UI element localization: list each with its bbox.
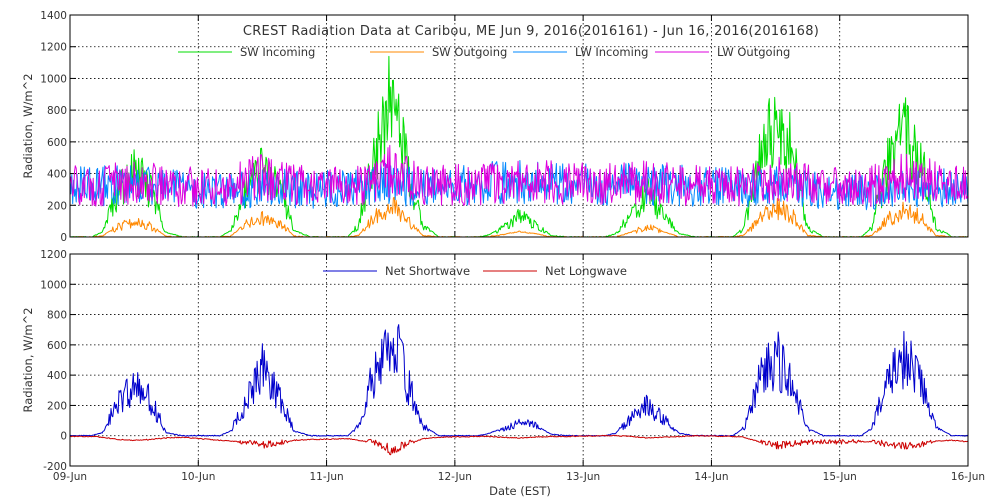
y-tick-label: 0	[60, 431, 67, 443]
x-tick-label: 11-Jun	[310, 471, 344, 483]
y-tick-label: 1200	[40, 42, 67, 54]
legend-label: LW Incoming	[575, 45, 648, 59]
legend-label: Net Shortwave	[385, 264, 470, 278]
chart-title: CREST Radiation Data at Caribou, ME Jun …	[243, 24, 819, 39]
y-tick-label: 800	[47, 310, 67, 322]
series-line-net-shortwave	[70, 324, 968, 437]
y-tick-label: 600	[47, 137, 67, 149]
y-tick-label: 1000	[40, 73, 67, 85]
x-tick-label: 15-Jun	[823, 471, 857, 483]
x-axis-label: Date (EST)	[489, 484, 551, 498]
x-tick-label: 09-Jun	[53, 471, 87, 483]
x-tick-label: 16-Jun	[951, 471, 985, 483]
legend-label: Net Longwave	[545, 264, 627, 278]
x-tick-label: 13-Jun	[566, 471, 600, 483]
y-axis-label: Radiation, W/m^2	[21, 307, 35, 412]
y-tick-label: 1200	[40, 249, 67, 261]
x-tick-label: 12-Jun	[438, 471, 472, 483]
y-tick-label: 400	[47, 370, 67, 382]
y-tick-label: 0	[60, 232, 67, 244]
bottom-panel: -200 0 200 400 600 800 1000 1200 09-Jun 10-Jun 11-…	[21, 249, 985, 483]
series-line-sw-incoming	[70, 55, 968, 237]
x-tick-label: 14-Jun	[694, 471, 728, 483]
y-tick-label: 1000	[40, 279, 67, 291]
series-line-lw-outgoing	[70, 144, 968, 208]
series-line-net-longwave	[70, 434, 968, 456]
plot-frame	[69, 253, 969, 467]
y-tick-label: 800	[47, 105, 67, 117]
series-line-sw-outgoing	[70, 196, 968, 237]
plot-frame	[69, 14, 969, 238]
top-panel: 0 200 400 600 800 1000 1200 1400 Radiation, W/m^…	[21, 10, 969, 244]
y-axis-label: Radiation, W/m^2	[21, 73, 35, 178]
y-tick-label: 400	[47, 169, 67, 181]
legend-label: SW Incoming	[240, 45, 315, 59]
y-tick-label: 1400	[40, 10, 67, 22]
y-tick-label: 600	[47, 340, 67, 352]
legend-label: LW Outgoing	[717, 45, 790, 59]
y-tick-label: 200	[47, 200, 67, 212]
y-tick-label: -200	[43, 461, 67, 473]
legend-label: SW Outgoing	[432, 45, 507, 59]
x-tick-label: 10-Jun	[181, 471, 215, 483]
y-tick-label: 200	[47, 400, 67, 412]
